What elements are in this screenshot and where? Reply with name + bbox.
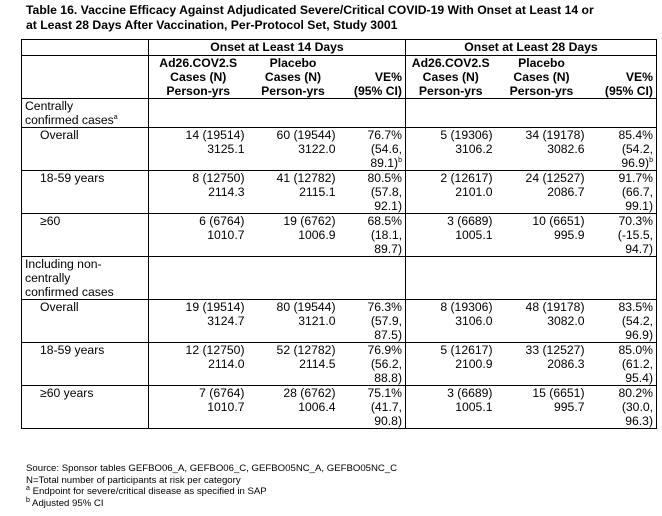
col-ve-28: VE% (95% CI) [587,55,657,99]
cell-d28-vax: 3 (6689) 1005.1 [405,213,496,257]
cell-d28-ve: 80.2% (30.0, 96.3) [587,385,657,429]
table-row: 18-59 years 8 (12750) 2114.3 41 (12782) 2115… [21,170,657,214]
row-label: Overall [21,299,149,343]
cell-d28-ve: 70.3% (-15.5, 94.7) [587,213,657,257]
cell-d14-vax: 7 (6764) 1010.7 [148,385,248,429]
section-title: Centrally confirmed casesa [21,98,149,128]
footnote-source: Source: Sponsor tables GEFBO06_A, GEFBO0… [26,463,398,474]
col-vax-14: Ad26.COV2.S Cases (N) Person-yrs [148,55,248,99]
cell-d14-pbo: 41 (12782) 2115.1 [247,170,339,214]
cell-d14-vax: 12 (12750) 2114.0 [148,342,248,386]
cell-d14-pbo: 19 (6762) 1006.9 [247,213,339,257]
cell-d28-pbo: 34 (19178) 3082.6 [495,127,588,171]
row-label: ≥60 [21,213,149,257]
section-title: Including non-centrally confirmed cases [21,256,149,300]
efficacy-table: Onset at Least 14 Days Onset at Least 28… [21,39,657,429]
row-label: ≥60 years [21,385,149,429]
col-ve-14: VE% (95% CI) [338,55,406,99]
cell-d14-ve: 76.3% (57.9, 87.5) [338,299,406,343]
cell-d28-pbo: 15 (6651) 995.7 [495,385,588,429]
col-pbo-28: Placebo Cases (N) Person-yrs [495,55,588,99]
group-14-days: Onset at Least 14 Days [148,39,406,56]
row-label: 18-59 years [21,170,149,214]
cell-d14-pbo: 60 (19544) 3122.0 [247,127,339,171]
footnote-n-definition: N=Total number of participants at risk p… [26,474,241,486]
cell-d28-pbo: 48 (19178) 3082.0 [495,299,588,343]
col-pbo-14: Placebo Cases (N) Person-yrs [247,55,339,99]
caption-line-2: at Least 28 Days After Vaccination, Per-… [26,18,398,32]
row-label: 18-59 years [21,342,149,386]
row-label: Overall [21,127,149,171]
cell-d28-pbo: 33 (12527) 2086.3 [495,342,588,386]
cell-d14-pbo: 80 (19544) 3121.0 [247,299,339,343]
cell-d28-ve: 91.7% (66.7, 99.1) [587,170,657,214]
cell-d14-ve: 76.7% (54.6, 89.1)b [338,127,406,171]
cell-d28-pbo: 10 (6651) 995.9 [495,213,588,257]
footnote-a: a Endpoint for severe/critical disease a… [26,484,267,497]
cell-d28-ve: 85.0% (61.2, 95.4) [587,342,657,386]
table-row: ≥60 years 7 (6764) 1010.7 28 (6762) 1006.4 75… [21,385,657,429]
section-title-row: Centrally confirmed casesa [21,98,657,128]
cell-d28-ve: 85.4% (54.2, 96.9)b [587,127,657,171]
cell-d14-ve: 80.5% (57.8, 92.1) [338,170,406,214]
cell-d28-vax: 3 (6689) 1005.1 [405,385,496,429]
cell-d28-vax: 2 (12617) 2101.0 [405,170,496,214]
cell-d14-pbo: 28 (6762) 1006.4 [247,385,339,429]
cell-d14-ve: 75.1% (41.7, 90.8) [338,385,406,429]
section-title-row: Including non-centrally confirmed cases [21,256,657,300]
table-footnotes: Source: Sponsor tables GEFBO06_A, GEFBO0… [26,463,397,509]
cell-d28-vax: 5 (12617) 2100.9 [405,342,496,386]
cell-d28-pbo: 24 (12527) 2086.7 [495,170,588,214]
footnote-b: b Adjusted 95% CI [26,496,104,509]
table-row: Overall 19 (19514) 3124.7 80 (19544) 3121.0 7… [21,299,657,343]
cell-d14-ve: 76.9% (56.2, 88.8) [338,342,406,386]
cell-d28-ve: 83.5% (54.2, 96.9) [587,299,657,343]
table-row: ≥60 6 (6764) 1010.7 19 (6762) 1006.9 68.5% (18… [21,213,657,257]
cell-d14-vax: 6 (6764) 1010.7 [148,213,248,257]
table-row: 18-59 years 12 (12750) 2114.0 52 (12782) 211… [21,342,657,386]
table-caption: Table 16. Vaccine Efficacy Against Adjud… [26,3,656,33]
group-28-days: Onset at Least 28 Days [405,39,657,56]
cell-d14-pbo: 52 (12782) 2114.5 [247,342,339,386]
cell-d28-vax: 8 (19306) 3106.0 [405,299,496,343]
group-header-row: Onset at Least 14 Days Onset at Least 28… [21,39,657,56]
cell-d14-vax: 8 (12750) 2114.3 [148,170,248,214]
cell-d14-ve: 68.5% (18.1, 89.7) [338,213,406,257]
cell-d14-vax: 14 (19514) 3125.1 [148,127,248,171]
cell-d28-vax: 5 (19306) 3106.2 [405,127,496,171]
col-vax-28: Ad26.COV2.S Cases (N) Person-yrs [405,55,496,99]
caption-line-1: Table 16. Vaccine Efficacy Against Adjud… [26,3,594,17]
table-row: Overall 14 (19514) 3125.1 60 (19544) 3122.0 7… [21,127,657,171]
cell-d14-vax: 19 (19514) 3124.7 [148,299,248,343]
column-header-row: Ad26.COV2.S Cases (N) Person-yrs Placebo Ca… [21,55,657,99]
